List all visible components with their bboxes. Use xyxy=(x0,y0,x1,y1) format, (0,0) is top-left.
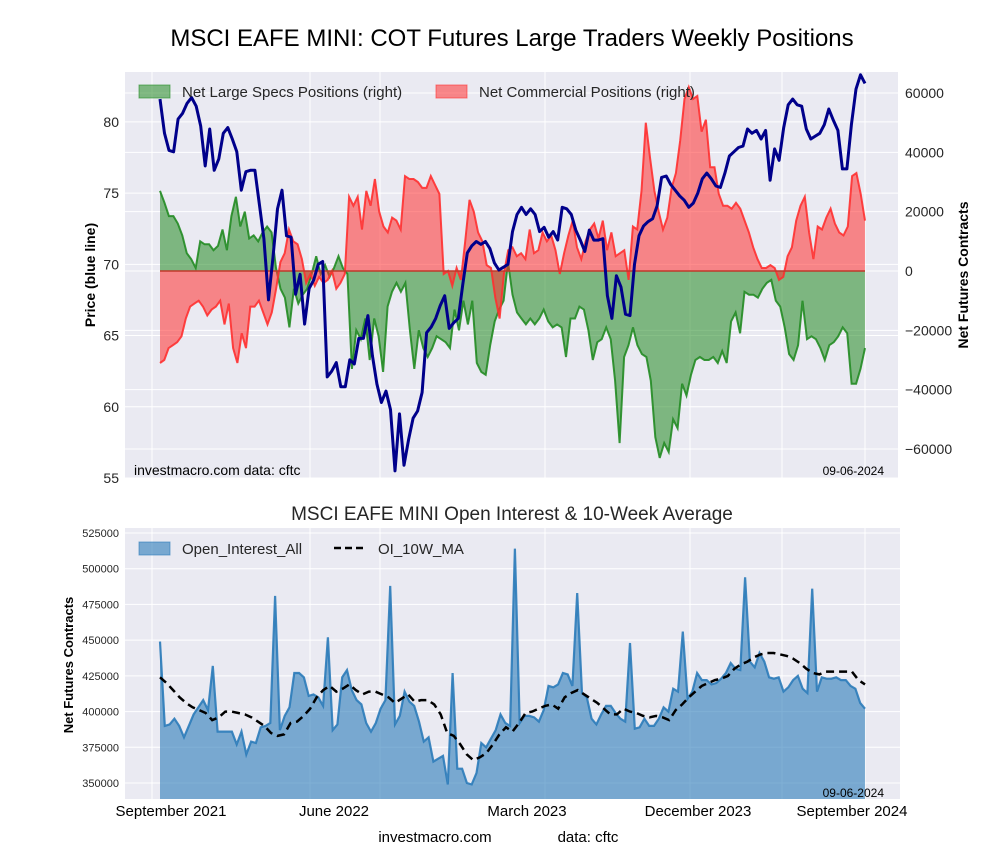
top-chart: 55 60 65 70 75 80 −60000 −40000 −20000 0 20000 400… xyxy=(82,72,971,486)
top-marks xyxy=(158,73,867,473)
top-left-axis: 55 60 65 70 75 80 xyxy=(103,114,119,486)
top-right-tick-label: −40000 xyxy=(905,382,952,398)
top-right-tick-label: −20000 xyxy=(905,322,952,338)
top-date-annotation: 09-06-2024 xyxy=(823,464,885,478)
bottom-x-axis: September 2021 June 2022 March 2023 Decembe… xyxy=(116,803,908,820)
bottom-y-tick-label: 500000 xyxy=(82,564,119,576)
top-legend: Net Large Specs Positions (right) Net Co… xyxy=(138,84,695,101)
bottom-y-tick-label: 475000 xyxy=(82,599,119,611)
price-line xyxy=(158,73,867,473)
bottom-x-tick-label: June 2022 xyxy=(299,803,369,820)
bottom-legend: Open_Interest_All OI_10W_MA xyxy=(138,541,464,558)
commercial-line xyxy=(159,84,866,364)
bottom-date-annotation: 09-06-2024 xyxy=(823,786,885,800)
legend-label-commercial: Net Commercial Positions (right) xyxy=(479,84,695,101)
footer-source: investmacro.com xyxy=(378,829,491,846)
top-left-tick-label: 60 xyxy=(103,399,119,415)
bottom-x-tick-label: September 2024 xyxy=(797,803,908,820)
bottom-y-axis-label: Net Futures Contracts xyxy=(61,597,76,734)
top-chart-title: MSCI EAFE MINI: COT Futures Large Trader… xyxy=(170,25,853,52)
legend-swatch-commercial xyxy=(435,84,468,99)
bottom-y-tick-label: 375000 xyxy=(82,742,119,754)
bottom-marks xyxy=(158,548,866,799)
bottom-x-tick-label: March 2023 xyxy=(487,803,566,820)
bottom-chart: 350000 375000 400000 425000 450000 475000 5000… xyxy=(61,528,907,820)
bottom-y-tick-label: 525000 xyxy=(82,528,119,540)
top-right-tick-label: 40000 xyxy=(905,144,944,160)
specs-area xyxy=(160,190,865,458)
bottom-y-tick-label: 450000 xyxy=(82,635,119,647)
top-right-axis-label: Net Futures Contracts xyxy=(955,201,971,348)
bottom-x-tick-label: December 2023 xyxy=(645,803,752,820)
top-source-annotation: investmacro.com data: cftc xyxy=(134,462,301,478)
top-left-tick-label: 55 xyxy=(103,470,119,486)
commercial-area xyxy=(160,87,865,363)
top-left-tick-label: 70 xyxy=(103,256,119,272)
bottom-y-tick-label: 425000 xyxy=(82,671,119,683)
open-interest-line xyxy=(158,548,866,786)
footer-data: data: cftc xyxy=(558,829,619,846)
top-right-tick-label: 20000 xyxy=(905,204,944,220)
top-right-axis: −60000 −40000 −20000 0 20000 40000 60000 xyxy=(905,85,952,457)
top-right-tick-label: 0 xyxy=(905,263,913,279)
legend-label-ma: OI_10W_MA xyxy=(378,541,464,558)
bottom-y-axis: 350000 375000 400000 425000 450000 475000 5000… xyxy=(82,528,119,790)
bottom-x-tick-label: September 2021 xyxy=(116,803,227,820)
legend-swatch-open-interest xyxy=(138,541,171,556)
bottom-y-tick-label: 400000 xyxy=(82,707,119,719)
top-left-axis-label: Price (blue line) xyxy=(82,223,98,327)
bottom-chart-title: MSCI EAFE MINI Open Interest & 10-Week A… xyxy=(291,504,733,525)
top-left-tick-label: 65 xyxy=(103,328,119,344)
legend-label-specs: Net Large Specs Positions (right) xyxy=(182,84,402,101)
top-left-tick-label: 80 xyxy=(103,114,119,130)
legend-swatch-specs xyxy=(138,84,171,99)
legend-label-open-interest: Open_Interest_All xyxy=(182,541,302,558)
ma-line xyxy=(159,651,866,762)
bottom-y-tick-label: 350000 xyxy=(82,778,119,790)
top-right-tick-label: 60000 xyxy=(905,85,944,101)
top-right-tick-label: −60000 xyxy=(905,441,952,457)
top-left-tick-label: 75 xyxy=(103,185,119,201)
